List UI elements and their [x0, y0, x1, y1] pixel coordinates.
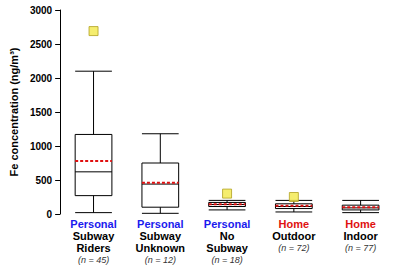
svg-text:Personal: Personal [204, 218, 250, 230]
svg-text:Outdoor: Outdoor [272, 230, 316, 242]
svg-text:(n = 12): (n = 12) [145, 255, 176, 265]
svg-text:(n = 45): (n = 45) [78, 255, 109, 265]
svg-text:2000: 2000 [30, 73, 53, 84]
svg-text:2500: 2500 [30, 39, 53, 50]
svg-text:Subway: Subway [73, 230, 115, 242]
svg-text:Subway: Subway [206, 242, 248, 254]
svg-text:(n = 72): (n = 72) [278, 243, 309, 253]
svg-text:Indoor: Indoor [344, 230, 379, 242]
svg-text:Personal: Personal [137, 218, 183, 230]
svg-text:1500: 1500 [30, 107, 53, 118]
svg-text:500: 500 [35, 175, 52, 186]
svg-text:(n = 18): (n = 18) [211, 255, 242, 265]
svg-text:Personal: Personal [70, 218, 116, 230]
svg-text:Home: Home [279, 218, 310, 230]
svg-text:Riders: Riders [76, 242, 110, 254]
svg-text:1000: 1000 [30, 141, 53, 152]
svg-text:Subway: Subway [140, 230, 182, 242]
svg-text:3000: 3000 [30, 5, 53, 16]
svg-text:Fe concentration (ng/m³): Fe concentration (ng/m³) [8, 47, 20, 176]
svg-text:Home: Home [345, 218, 376, 230]
svg-text:(n = 77): (n = 77) [345, 243, 376, 253]
svg-text:Unknown: Unknown [136, 242, 186, 254]
svg-text:No: No [220, 230, 235, 242]
svg-text:0: 0 [47, 209, 53, 220]
